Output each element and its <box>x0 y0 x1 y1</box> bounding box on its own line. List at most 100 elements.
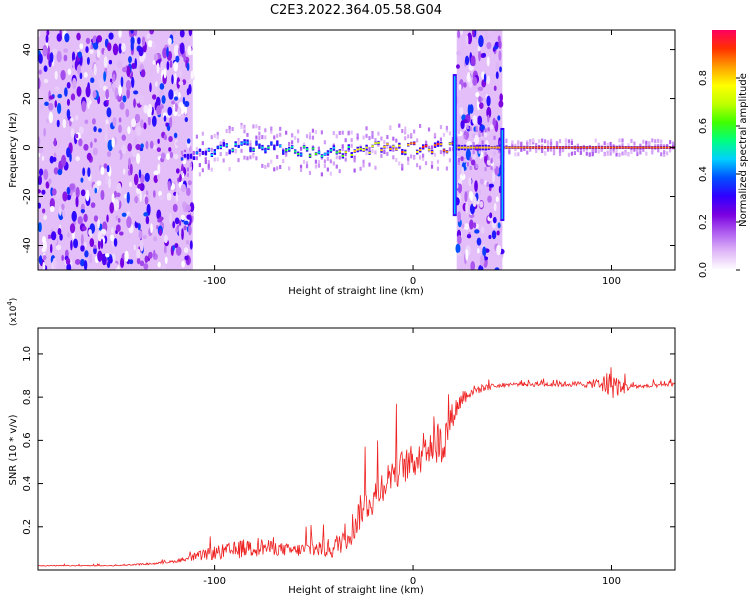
noise-speckle <box>153 53 159 62</box>
x-tick-label: -100 <box>203 276 226 287</box>
band-halo <box>216 157 219 162</box>
noise-speckle <box>172 203 178 213</box>
signal-band <box>445 150 449 153</box>
noise-speckle <box>112 262 118 269</box>
noise-speckle <box>61 240 68 251</box>
signal-band <box>258 145 261 148</box>
noise-speckle <box>43 65 48 73</box>
signal-band <box>279 144 282 147</box>
noise-speckle <box>112 116 117 127</box>
signal-band <box>633 146 636 149</box>
noise-speckle <box>56 50 62 63</box>
band-halo <box>430 145 434 150</box>
noise-speckle <box>175 168 180 174</box>
band-halo <box>261 163 264 168</box>
signal-band <box>505 146 508 149</box>
noise-speckle <box>178 69 183 78</box>
band-halo <box>645 151 648 156</box>
noise-speckle <box>137 37 141 45</box>
band-halo <box>231 127 234 132</box>
noise-speckle <box>116 95 120 100</box>
noise-speckle <box>172 220 176 229</box>
noise-speckle <box>54 100 58 108</box>
noise-speckle <box>166 46 169 58</box>
noise-speckle <box>493 202 497 212</box>
band-halo <box>326 156 329 161</box>
noise-speckle <box>83 213 88 223</box>
noise-speckle <box>118 124 122 134</box>
band-halo <box>466 162 469 167</box>
noise-speckle <box>71 51 76 63</box>
noise-speckle <box>84 119 89 125</box>
noise-speckle <box>56 33 62 42</box>
signal-band <box>362 148 365 151</box>
band-halo <box>198 172 201 177</box>
noise-speckle <box>108 87 113 99</box>
band-halo <box>249 142 252 147</box>
band-halo <box>261 135 264 140</box>
noise-speckle <box>169 60 173 69</box>
band-halo <box>633 141 636 146</box>
noise-speckle <box>97 218 100 229</box>
noise-speckle <box>67 68 72 76</box>
noise-speckle <box>181 163 184 174</box>
band-halo <box>228 129 231 134</box>
band-halo <box>609 151 612 156</box>
band-halo <box>320 172 323 177</box>
band-halo <box>591 148 594 153</box>
noise-speckle <box>171 100 176 105</box>
band-halo <box>249 140 252 145</box>
y-tick-label: 20 <box>22 92 33 105</box>
noise-speckle <box>486 95 491 107</box>
noise-speckle <box>466 234 472 239</box>
noise-speckle <box>105 89 110 100</box>
noise-speckle <box>494 267 500 270</box>
band-halo <box>535 148 538 153</box>
signal-band <box>335 151 339 154</box>
noise-speckle <box>472 30 475 38</box>
noise-speckle <box>110 234 115 242</box>
noise-speckle <box>113 237 118 247</box>
noise-speckle <box>103 163 108 169</box>
noise-speckle <box>157 138 160 144</box>
band-halo <box>445 166 448 171</box>
band-halo <box>329 159 332 164</box>
noise-speckle <box>464 191 468 203</box>
noise-speckle <box>456 51 462 56</box>
noise-speckle <box>144 255 149 263</box>
noise-speckle <box>38 53 43 64</box>
band-halo <box>255 124 258 129</box>
noise-speckle <box>66 108 71 119</box>
noise-speckle <box>465 34 469 46</box>
noise-speckle <box>63 48 69 53</box>
noise-speckle <box>41 155 45 161</box>
signal-band <box>210 153 214 156</box>
band-halo <box>246 156 249 161</box>
noise-speckle <box>106 261 111 269</box>
noise-speckle <box>106 42 112 52</box>
noise-speckle <box>179 42 185 55</box>
noise-speckle <box>64 32 70 43</box>
signal-band <box>579 146 583 149</box>
band-halo <box>651 150 654 155</box>
noise-speckle <box>167 180 171 191</box>
vertical-artifact-core <box>501 129 504 220</box>
signal-band <box>293 150 297 153</box>
band-halo <box>493 164 496 169</box>
band-halo <box>472 142 475 147</box>
band-halo <box>475 126 478 131</box>
noise-speckle <box>184 116 189 123</box>
band-halo <box>285 151 288 156</box>
band-halo <box>549 147 553 152</box>
noise-speckle <box>111 137 115 148</box>
band-halo <box>475 164 478 169</box>
noise-speckle <box>80 245 85 252</box>
signal-band <box>603 146 606 149</box>
noise-speckle <box>474 180 478 193</box>
band-halo <box>237 137 240 142</box>
noise-speckle <box>139 174 145 184</box>
noise-speckle <box>498 100 504 108</box>
signal-band <box>311 147 315 150</box>
noise-speckle <box>498 40 502 50</box>
